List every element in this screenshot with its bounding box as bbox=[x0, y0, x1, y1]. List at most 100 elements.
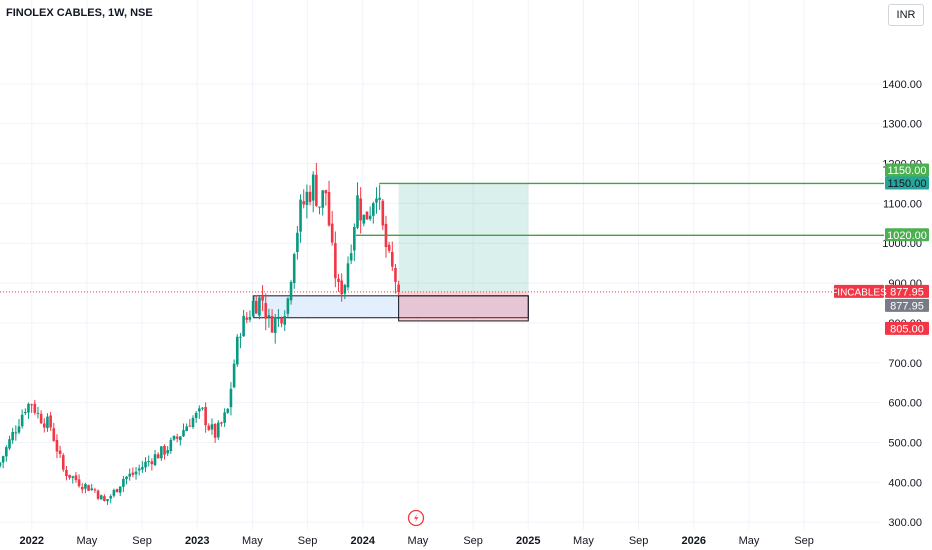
candle-body bbox=[11, 431, 14, 441]
candle-body bbox=[49, 415, 52, 428]
candle-body bbox=[169, 439, 173, 452]
y-tick-label: 1300.00 bbox=[882, 119, 922, 131]
candle-body bbox=[137, 468, 141, 471]
x-tick-label: 2024 bbox=[351, 535, 376, 547]
candle-body bbox=[27, 403, 30, 413]
candle-body bbox=[8, 439, 11, 449]
y-tick-label: 700.00 bbox=[888, 358, 922, 370]
candle-body bbox=[302, 201, 306, 205]
candle-body bbox=[220, 422, 223, 424]
candle-body bbox=[150, 461, 154, 465]
candle-body bbox=[175, 436, 179, 439]
candle-body bbox=[378, 197, 381, 200]
candle-body bbox=[96, 490, 100, 499]
trade-zones bbox=[253, 183, 529, 322]
candle-body bbox=[125, 476, 128, 480]
x-tick-label: May bbox=[739, 535, 760, 547]
candle-body bbox=[71, 476, 75, 478]
candle-body bbox=[280, 318, 283, 324]
tradingview-logo-icon[interactable] bbox=[407, 509, 425, 527]
candle-body bbox=[87, 485, 90, 491]
candle-body bbox=[144, 461, 147, 468]
candle-body bbox=[343, 284, 347, 294]
candle-body bbox=[122, 478, 125, 487]
svg-text:1020.00: 1020.00 bbox=[887, 230, 927, 242]
candle-body bbox=[375, 198, 378, 203]
y-tick-label: 300.00 bbox=[888, 517, 922, 529]
candle-body bbox=[68, 474, 71, 478]
candle-body bbox=[153, 454, 157, 466]
svg-text:877.95: 877.95 bbox=[890, 286, 924, 298]
candle-body bbox=[90, 488, 94, 491]
candle-body bbox=[112, 489, 116, 496]
candle-body bbox=[397, 284, 400, 292]
candle-body bbox=[365, 211, 369, 220]
time-axis[interactable]: 2022 May Sep 2023 May Sep 2024 May Sep 2025 May Sep… bbox=[19, 535, 813, 547]
candle-body bbox=[106, 499, 109, 502]
candle-body bbox=[109, 496, 113, 499]
candle-body bbox=[182, 430, 185, 437]
candle-body bbox=[207, 425, 211, 430]
candle-body bbox=[394, 267, 397, 282]
candle-body bbox=[84, 484, 87, 489]
candle-body bbox=[356, 195, 359, 228]
candle-body bbox=[99, 495, 103, 500]
y-tick-label: 600.00 bbox=[888, 398, 922, 410]
candle-body bbox=[115, 489, 119, 493]
x-tick-label: May bbox=[77, 535, 98, 547]
level-lines bbox=[0, 182, 884, 293]
candle-body bbox=[299, 199, 302, 232]
candle-body bbox=[353, 227, 356, 251]
candle-body bbox=[55, 440, 59, 452]
svg-text:FINCABLES: FINCABLES bbox=[831, 287, 887, 298]
candle-body bbox=[315, 174, 318, 206]
candle-body bbox=[337, 278, 340, 283]
candle-body bbox=[14, 432, 18, 434]
x-tick-label: May bbox=[408, 535, 429, 547]
stop-zone-frame bbox=[398, 295, 529, 322]
candle-body bbox=[61, 455, 65, 470]
candle-body bbox=[1, 456, 5, 463]
candle-body bbox=[160, 446, 163, 459]
candle-body bbox=[286, 298, 290, 314]
x-tick-label: 2026 bbox=[682, 535, 706, 547]
x-tick-label: Sep bbox=[463, 535, 483, 547]
svg-text:1150.00: 1150.00 bbox=[888, 178, 927, 190]
candle-body bbox=[368, 215, 372, 220]
svg-text:1150.00: 1150.00 bbox=[888, 165, 927, 177]
price-label: 1150.00 bbox=[885, 176, 929, 190]
candle-body bbox=[80, 486, 84, 490]
candle-body bbox=[235, 336, 239, 365]
y-tick-label: 400.00 bbox=[888, 477, 922, 489]
x-tick-label: Sep bbox=[794, 535, 814, 547]
y-tick-label: 1400.00 bbox=[882, 79, 922, 91]
price-label: 877.95 bbox=[885, 298, 929, 312]
candle-body bbox=[156, 454, 160, 459]
candle-body bbox=[65, 469, 68, 477]
price-label: 805.00 bbox=[885, 321, 929, 335]
candle-body bbox=[267, 315, 271, 318]
candle-body bbox=[141, 467, 144, 470]
candle-body bbox=[305, 191, 309, 205]
candle-body bbox=[372, 203, 375, 216]
candle-body bbox=[239, 336, 242, 338]
currency-button[interactable]: INR bbox=[888, 4, 924, 26]
candle-body bbox=[229, 388, 233, 408]
candle-body bbox=[194, 412, 198, 418]
candle-body bbox=[324, 190, 328, 194]
candle-body bbox=[118, 486, 122, 493]
y-tick-label: 1100.00 bbox=[883, 198, 922, 210]
candle-body bbox=[24, 412, 27, 414]
candle-body bbox=[318, 206, 321, 208]
candle-body bbox=[128, 473, 132, 477]
symbol-tag: FINCABLES bbox=[831, 284, 887, 298]
candle-body bbox=[273, 317, 277, 333]
candle-body bbox=[254, 301, 258, 314]
candle-body bbox=[179, 436, 182, 441]
candle-body bbox=[46, 416, 49, 429]
candle-body bbox=[261, 296, 264, 301]
candle-body bbox=[147, 461, 150, 463]
candle-body bbox=[349, 253, 353, 261]
